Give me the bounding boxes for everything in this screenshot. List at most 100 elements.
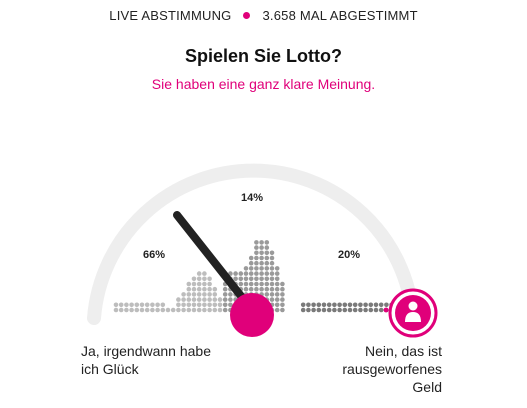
answer-no-line-1: Nein, das ist	[364, 343, 442, 359]
vote-dot	[238, 281, 244, 287]
vote-dot	[181, 292, 186, 297]
vote-dot	[259, 276, 264, 282]
vote-dot	[264, 271, 270, 276]
vote-dot	[243, 281, 249, 287]
vote-dot	[306, 302, 311, 308]
vote-dot	[358, 302, 363, 308]
vote-dot	[264, 286, 270, 292]
vote-dot	[280, 307, 285, 313]
answer-yes-line-1: Ja, irgendwann habe	[81, 343, 211, 359]
vote-dot	[139, 302, 145, 308]
vote-dot	[248, 271, 254, 276]
gauge-needle	[173, 211, 245, 300]
vote-dot	[176, 302, 181, 308]
answer-no-line-3: Geld	[412, 379, 442, 395]
vote-dot	[144, 302, 150, 308]
vote-dot	[254, 276, 259, 282]
vote-dot	[264, 281, 270, 287]
vote-dot	[196, 281, 202, 287]
vote-dot	[186, 286, 192, 292]
vote-dot	[342, 307, 348, 313]
vote-dot	[264, 255, 270, 261]
vote-dot	[207, 276, 212, 282]
vote-dot	[217, 297, 223, 302]
vote-dot	[228, 292, 233, 297]
vote-dot	[238, 276, 244, 282]
vote-dot	[274, 297, 280, 302]
vote-dot	[373, 302, 379, 308]
vote-dot	[316, 307, 322, 313]
result-percent-left: 66%	[143, 249, 165, 261]
vote-dot	[259, 240, 264, 245]
vote-dot	[202, 271, 207, 276]
poll-subtitle: Sie haben eine ganz klare Meinung.	[151, 76, 376, 92]
vote-dot	[378, 307, 384, 313]
vote-dot	[124, 307, 129, 313]
vote-dot	[248, 281, 254, 287]
vote-dot	[176, 307, 181, 313]
vote-dot	[196, 307, 202, 313]
vote-dot	[280, 302, 285, 308]
vote-dot	[118, 307, 124, 313]
vote-dot	[191, 292, 197, 297]
vote-dot	[191, 286, 197, 292]
vote-dot	[269, 281, 275, 287]
vote-dot	[358, 307, 363, 313]
vote-dot	[212, 302, 218, 308]
vote-dot	[280, 281, 285, 287]
vote-dot	[259, 281, 264, 287]
vote-dot	[264, 245, 270, 250]
vote-dot	[259, 255, 264, 261]
vote-dot	[113, 302, 119, 308]
vote-dot	[233, 276, 238, 282]
result-percent-middle: 14%	[241, 192, 263, 204]
vote-dot	[212, 307, 218, 313]
vote-dot	[222, 307, 228, 313]
live-dot-icon	[243, 12, 251, 20]
vote-dot	[222, 286, 228, 292]
vote-dot	[202, 307, 207, 313]
vote-dot	[129, 302, 134, 308]
user-vote-marker[interactable]	[388, 288, 438, 338]
vote-dot	[378, 302, 384, 308]
vote-dot	[217, 307, 223, 313]
vote-dot	[274, 292, 280, 297]
vote-dot	[202, 302, 207, 308]
vote-dot	[300, 302, 306, 308]
vote-dot	[207, 307, 212, 313]
vote-dot	[228, 297, 233, 302]
vote-dot	[196, 286, 202, 292]
vote-dot	[155, 307, 160, 313]
vote-dot	[269, 271, 275, 276]
vote-dot	[264, 276, 270, 282]
vote-dot	[222, 292, 228, 297]
vote-dot	[196, 276, 202, 282]
vote-dot	[228, 302, 233, 308]
vote-dot	[337, 307, 342, 313]
vote-dot	[259, 266, 264, 271]
vote-dot	[337, 302, 342, 308]
vote-dot	[222, 297, 228, 302]
vote-dot	[269, 286, 275, 292]
vote-dot	[326, 307, 332, 313]
vote-dot	[181, 302, 186, 308]
vote-dot	[254, 255, 259, 261]
vote-dot	[196, 302, 202, 308]
vote-dot	[264, 266, 270, 271]
vote-dot	[207, 281, 212, 287]
vote-dot	[274, 302, 280, 308]
poll-question: Spielen Sie Lotto?	[184, 46, 342, 66]
vote-dot	[176, 297, 181, 302]
vote-dot	[160, 302, 166, 308]
vote-dot	[254, 281, 259, 287]
gauge-hub	[230, 293, 274, 337]
vote-dot	[274, 271, 280, 276]
person-icon	[405, 301, 421, 322]
vote-dot	[134, 302, 140, 308]
vote-dot	[243, 266, 249, 271]
vote-dot	[269, 260, 275, 266]
vote-dot	[269, 266, 275, 271]
vote-dot	[212, 286, 218, 292]
vote-dot	[191, 302, 197, 308]
